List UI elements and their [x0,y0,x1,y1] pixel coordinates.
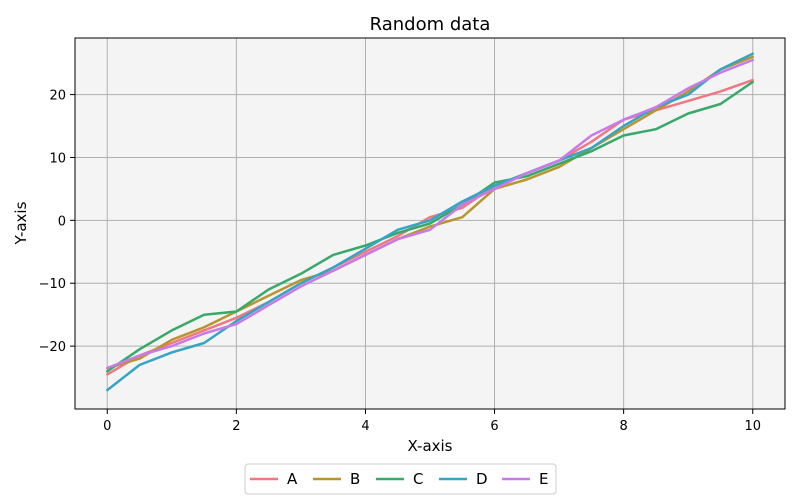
chart-title: Random data [370,14,491,35]
y-axis-label: Y-axis [12,201,30,245]
x-axis-label: X-axis [408,437,453,455]
y-tick-label: 0 [58,214,66,229]
y-tick-label: −20 [39,340,66,355]
x-tick-label: 8 [619,419,627,434]
y-tick-label: 10 [49,151,66,166]
x-tick-label: 2 [232,419,240,434]
grid [75,38,785,409]
x-ticks: 0 2 4 6 8 10 [103,409,761,434]
y-tick-label: −10 [39,277,66,292]
x-tick-label: 0 [103,419,111,434]
x-tick-label: 10 [744,419,761,434]
x-tick-label: 6 [490,419,498,434]
series-line-e [106,58,754,370]
series-line-b [106,55,754,370]
series-lines [106,52,754,392]
legend-label-e: E [539,470,548,488]
legend: A B C D E [244,463,557,495]
legend-label-a: A [287,470,298,488]
x-tick-label: 4 [361,419,369,434]
legend-label-d: D [476,470,488,488]
y-tick-label: 20 [49,89,66,104]
series-line-c [106,80,754,373]
y-ticks: −20 −10 0 10 20 [39,89,75,355]
legend-label-c: C [413,470,423,488]
series-line-d [106,52,754,392]
legend-label-b: B [350,470,360,488]
plot-frame [74,37,786,410]
